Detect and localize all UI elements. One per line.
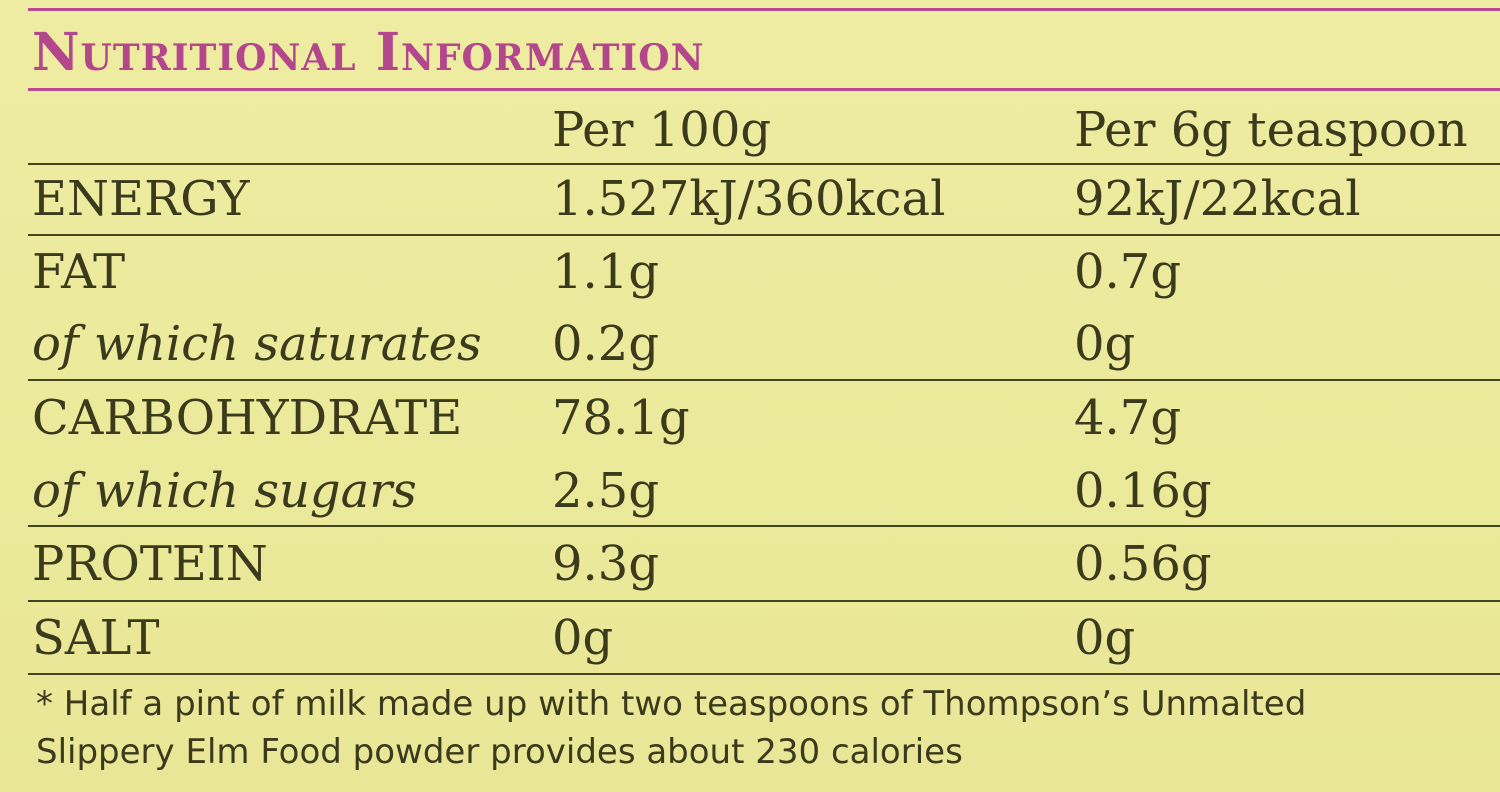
cell-sugars-per-teaspoon: 0.16g: [1074, 463, 1212, 519]
cell-protein-per-teaspoon: 0.56g: [1074, 536, 1212, 592]
cell-carbohydrate-per-teaspoon: 4.7g: [1074, 390, 1182, 446]
row-label-fat: FAT: [32, 244, 126, 300]
cell-fat-per-100g: 1.1g: [552, 244, 660, 300]
cell-protein-per-100g: 9.3g: [552, 536, 660, 592]
row-label-carbohydrate: CARBOHYDRATE: [32, 390, 463, 446]
cell-saturates-per-100g: 0.2g: [552, 316, 660, 372]
row-label-protein: PROTEIN: [32, 536, 268, 592]
divider-fat: [28, 379, 1500, 381]
footnote: * Half a pint of milk made up with two t…: [36, 680, 1496, 776]
cell-salt-per-teaspoon: 0g: [1074, 610, 1136, 666]
cell-energy-per-100g: 1.527kJ/360kcal: [552, 171, 946, 227]
cell-sugars-per-100g: 2.5g: [552, 463, 660, 519]
divider-salt: [28, 673, 1500, 675]
divider-energy: [28, 234, 1500, 236]
top-magenta-rule: [28, 8, 1500, 11]
divider-protein: [28, 600, 1500, 602]
cell-energy-per-teaspoon: 92kJ/22kcal: [1074, 171, 1361, 227]
cell-fat-per-teaspoon: 0.7g: [1074, 244, 1182, 300]
row-label-saturates: of which saturates: [32, 316, 482, 372]
cell-carbohydrate-per-100g: 78.1g: [552, 390, 690, 446]
header-per-100g: Per 100g: [552, 102, 772, 158]
footnote-line-1: * Half a pint of milk made up with two t…: [36, 684, 1307, 724]
header-per-teaspoon: Per 6g teaspoon: [1074, 102, 1468, 158]
divider-carbohydrate: [28, 525, 1500, 527]
row-label-energy: ENERGY: [32, 171, 250, 227]
footnote-line-2: Slippery Elm Food powder provides about …: [36, 732, 963, 772]
row-label-salt: SALT: [32, 610, 160, 666]
section-title: Nutritional Information: [32, 22, 705, 83]
row-label-sugars: of which sugars: [32, 463, 417, 519]
cell-salt-per-100g: 0g: [552, 610, 614, 666]
cell-saturates-per-teaspoon: 0g: [1074, 316, 1136, 372]
title-magenta-rule: [28, 88, 1500, 91]
divider-header: [28, 163, 1500, 165]
